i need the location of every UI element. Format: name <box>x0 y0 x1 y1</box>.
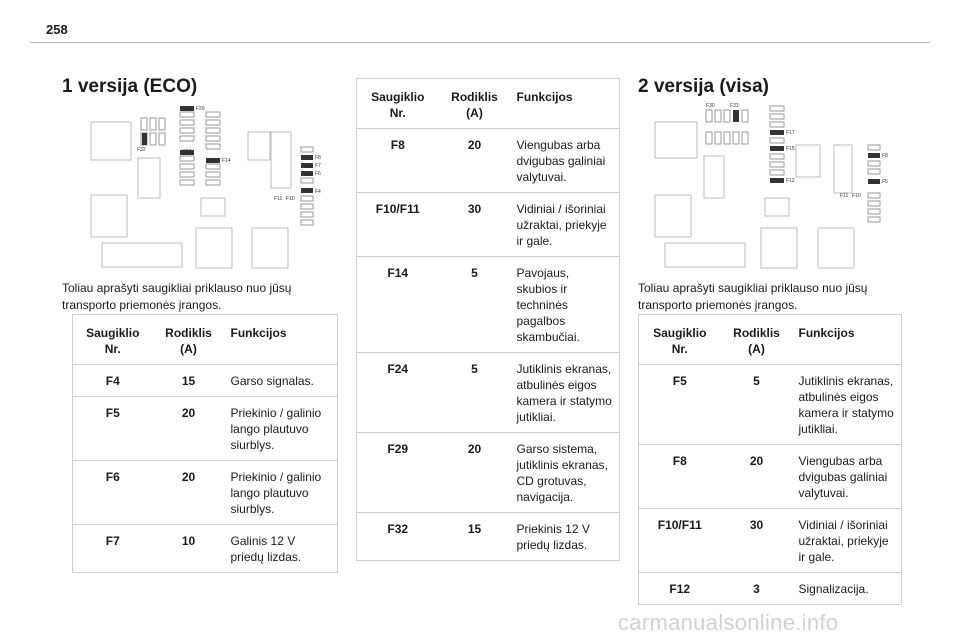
col-functions: Funkcijos <box>792 314 902 365</box>
fuse-box-diagram-full: F30 F33 F17 F15 F12 F8 F5 F11 F10 <box>648 100 898 270</box>
fuse-function: Priekinio / galinio lango plautuvo siurb… <box>224 396 338 461</box>
label-f14: F14 <box>222 158 231 164</box>
label-f8: F8 <box>315 155 321 161</box>
fuse-amp: 20 <box>152 396 225 461</box>
page-number: 258 <box>46 22 68 37</box>
label-f29: F29 <box>196 106 205 112</box>
fuse-function: Jutiklinis ekranas, atbulinės eigos kame… <box>510 352 620 433</box>
fuse-no: F5 <box>72 396 153 461</box>
label-f30: F30 <box>706 103 715 109</box>
label-f11: F11 <box>274 196 282 202</box>
table-row: F10/F11 30 Vidiniai / išoriniai užraktai… <box>638 508 902 573</box>
label-f33: F33 <box>730 103 739 109</box>
fuse-function: Garso sistema, jutiklinis ekranas, CD gr… <box>510 432 620 513</box>
table-row: F8 20 Viengubas arba dvigubas galiniai v… <box>638 444 902 509</box>
fuse-amp: 30 <box>720 508 793 573</box>
fuse-table-3: Saugiklio Nr. Rodiklis (A) Funkcijos F5 … <box>638 314 902 605</box>
label-f24: F24 <box>183 149 192 155</box>
fuse-no: F10/F11 <box>638 508 721 573</box>
fuse-no: F32 <box>356 512 439 561</box>
fuse-amp: 20 <box>438 128 511 193</box>
label-f10: F10 <box>286 196 295 202</box>
col-functions: Funkcijos <box>510 78 620 129</box>
table-row: F12 3 Signalizacija. <box>638 572 902 605</box>
fuse-function: Garso signalas. <box>224 364 338 397</box>
fuse-no: F8 <box>356 128 439 193</box>
table-row: F5 5 Jutiklinis ekranas, atbulinės eigos… <box>638 364 902 445</box>
fuse-no: F14 <box>356 256 439 353</box>
fuse-function: Viengubas arba dvigubas galiniai valytuv… <box>510 128 620 193</box>
fuse-amp: 15 <box>152 364 225 397</box>
label-f32: F32 <box>137 147 146 153</box>
header-divider <box>30 42 930 43</box>
label-f8: F8 <box>882 153 888 159</box>
fuse-no: F12 <box>638 572 721 605</box>
table-row: F32 15 Priekinis 12 V priedų lizdas. <box>356 512 620 561</box>
fuse-no: F8 <box>638 444 721 509</box>
fuse-function: Galinis 12 V priedų lizdas. <box>224 524 338 573</box>
label-f4: F4 <box>315 189 321 195</box>
label-f10: F10 <box>852 193 861 199</box>
table-row: F29 20 Garso sistema, jutiklinis ekranas… <box>356 432 620 513</box>
label-f11: F11 <box>840 193 848 199</box>
section1-title: 1 versija (ECO) <box>62 76 198 97</box>
fuse-no: F10/F11 <box>356 192 439 257</box>
fuse-amp: 3 <box>720 572 793 605</box>
col-fuse-no: Saugiklio Nr. <box>72 314 153 365</box>
col-fuse-no: Saugiklio Nr. <box>356 78 439 129</box>
label-f12: F12 <box>786 178 795 184</box>
fuse-function: Priekinis 12 V priedų lizdas. <box>510 512 620 561</box>
fuse-amp: 20 <box>152 460 225 525</box>
fuse-amp: 15 <box>438 512 511 561</box>
fuse-amp: 5 <box>438 352 511 433</box>
fuse-table-2: Saugiklio Nr. Rodiklis (A) Funkcijos F8 … <box>356 78 620 561</box>
table-row: F5 20 Priekinio / galinio lango plautuvo… <box>72 396 338 461</box>
col-amp: Rodiklis (A) <box>438 78 511 129</box>
table-row: F24 5 Jutiklinis ekranas, atbulinės eigo… <box>356 352 620 433</box>
fuse-no: F6 <box>72 460 153 525</box>
label-f5: F5 <box>882 179 888 185</box>
fuse-function: Pavojaus, skubios ir techninės pagalbos … <box>510 256 620 353</box>
label-f15: F15 <box>786 146 795 152</box>
table-row: F14 5 Pavojaus, skubios ir techninės pag… <box>356 256 620 353</box>
fuse-no: F4 <box>72 364 153 397</box>
col-fuse-no: Saugiklio Nr. <box>638 314 721 365</box>
fuse-no: F29 <box>356 432 439 513</box>
table-row: F6 20 Priekinio / galinio lango plautuvo… <box>72 460 338 525</box>
fuse-box-diagram-eco: F29 F32 F24 F14 F8 F7 F6 F4 F11 F10 <box>86 100 336 270</box>
fuse-no: F7 <box>72 524 153 573</box>
col-amp: Rodiklis (A) <box>152 314 225 365</box>
fuse-function: Vidiniai / išoriniai užraktai, priekyje … <box>510 192 620 257</box>
section2-intro: Toliau aprašyti saugikliai priklauso nuo… <box>638 281 868 312</box>
label-f17: F17 <box>786 130 795 136</box>
col-functions: Funkcijos <box>224 314 338 365</box>
fuse-table-1: Saugiklio Nr. Rodiklis (A) Funkcijos F4 … <box>72 314 338 573</box>
fuse-function: Jutiklinis ekranas, atbulinės eigos kame… <box>792 364 902 445</box>
col-amp: Rodiklis (A) <box>720 314 793 365</box>
section1-intro: Toliau aprašyti saugikliai priklauso nuo… <box>62 281 292 312</box>
table-row: F8 20 Viengubas arba dvigubas galiniai v… <box>356 128 620 193</box>
fuse-function: Vidiniai / išoriniai užraktai, priekyje … <box>792 508 902 573</box>
fuse-no: F24 <box>356 352 439 433</box>
watermark: carmanualsonline.info <box>618 610 839 635</box>
fuse-amp: 30 <box>438 192 511 257</box>
table-row: F10/F11 30 Vidiniai / išoriniai užraktai… <box>356 192 620 257</box>
table-row: F7 10 Galinis 12 V priedų lizdas. <box>72 524 338 573</box>
fuse-amp: 5 <box>438 256 511 353</box>
label-f6: F6 <box>315 171 321 177</box>
fuse-function: Priekinio / galinio lango plautuvo siurb… <box>224 460 338 525</box>
fuse-no: F5 <box>638 364 721 445</box>
fuse-amp: 5 <box>720 364 793 445</box>
table-row: F4 15 Garso signalas. <box>72 364 338 397</box>
label-f7: F7 <box>315 163 321 169</box>
fuse-amp: 10 <box>152 524 225 573</box>
section2-title: 2 versija (visa) <box>638 76 769 97</box>
fuse-function: Viengubas arba dvigubas galiniai valytuv… <box>792 444 902 509</box>
fuse-function: Signalizacija. <box>792 572 902 605</box>
fuse-amp: 20 <box>438 432 511 513</box>
fuse-amp: 20 <box>720 444 793 509</box>
